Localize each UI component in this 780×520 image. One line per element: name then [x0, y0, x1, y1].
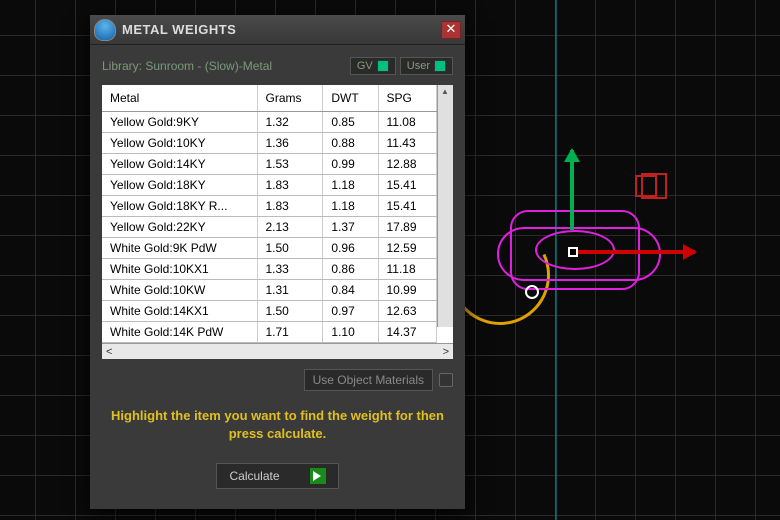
titlebar[interactable]: METAL WEIGHTS ✕ — [90, 15, 465, 45]
user-label: User — [407, 60, 430, 72]
library-row: Library: Sunroom - (Slow)-Metal GV User — [102, 57, 453, 75]
table-row[interactable]: Yellow Gold:14KY1.530.9912.88 — [102, 154, 437, 175]
horizontal-scrollbar[interactable]: < > — [102, 343, 453, 359]
cell-metal: Yellow Gold:18KY R... — [102, 196, 257, 217]
cell-spg: 11.08 — [378, 112, 437, 133]
cell-dwt: 0.88 — [323, 133, 378, 154]
window-title: METAL WEIGHTS — [122, 22, 435, 37]
cell-dwt: 0.96 — [323, 238, 378, 259]
cell-spg: 11.18 — [378, 259, 437, 280]
cell-spg: 11.43 — [378, 133, 437, 154]
cell-dwt: 1.18 — [323, 175, 378, 196]
cell-grams: 1.33 — [257, 259, 323, 280]
cell-dwt: 1.37 — [323, 217, 378, 238]
gv-label: GV — [357, 60, 373, 72]
cell-grams: 1.36 — [257, 133, 323, 154]
cell-grams: 1.50 — [257, 238, 323, 259]
cell-spg: 14.37 — [378, 322, 437, 343]
table-row[interactable]: White Gold:9K PdW1.500.9612.59 — [102, 238, 437, 259]
cell-dwt: 0.99 — [323, 154, 378, 175]
close-button[interactable]: ✕ — [441, 21, 461, 39]
cell-grams: 2.13 — [257, 217, 323, 238]
cell-metal: White Gold:10KW — [102, 280, 257, 301]
gizmo-z-axis[interactable] — [570, 150, 574, 230]
cell-metal: White Gold:14K PdW — [102, 322, 257, 343]
dialog-body: Library: Sunroom - (Slow)-Metal GV User … — [90, 45, 465, 509]
object-materials-row: Use Object Materials — [102, 369, 453, 391]
user-indicator-icon — [434, 60, 446, 72]
col-metal[interactable]: Metal — [102, 85, 257, 112]
cell-spg: 10.99 — [378, 280, 437, 301]
cell-grams: 1.53 — [257, 154, 323, 175]
bounds-handle[interactable] — [635, 175, 657, 197]
calculate-label: Calculate — [229, 469, 279, 483]
col-grams[interactable]: Grams — [257, 85, 323, 112]
scroll-left-icon[interactable]: < — [106, 346, 112, 358]
cell-grams: 1.32 — [257, 112, 323, 133]
table-row[interactable]: Yellow Gold:9KY1.320.8511.08 — [102, 112, 437, 133]
metals-table-container: Metal Grams DWT SPG Yellow Gold:9KY1.320… — [102, 85, 453, 359]
cell-grams: 1.50 — [257, 301, 323, 322]
gv-toggle[interactable]: GV — [350, 57, 396, 75]
viewport-geometry — [495, 180, 695, 330]
col-spg[interactable]: SPG — [378, 85, 437, 112]
user-toggle[interactable]: User — [400, 57, 453, 75]
cell-spg: 12.88 — [378, 154, 437, 175]
cell-grams: 1.31 — [257, 280, 323, 301]
gizmo-origin[interactable] — [568, 247, 578, 257]
cell-dwt: 0.97 — [323, 301, 378, 322]
cell-spg: 15.41 — [378, 196, 437, 217]
table-row[interactable]: White Gold:14KX11.500.9712.63 — [102, 301, 437, 322]
cell-grams: 1.83 — [257, 196, 323, 217]
gv-indicator-icon — [377, 60, 389, 72]
cell-dwt: 0.84 — [323, 280, 378, 301]
vertical-scrollbar[interactable] — [437, 85, 453, 327]
cell-metal: Yellow Gold:14KY — [102, 154, 257, 175]
table-row[interactable]: White Gold:14K PdW1.711.1014.37 — [102, 322, 437, 343]
cell-spg: 12.59 — [378, 238, 437, 259]
calculate-button[interactable]: Calculate — [216, 463, 338, 489]
table-row[interactable]: Yellow Gold:10KY1.360.8811.43 — [102, 133, 437, 154]
cell-metal: White Gold:14KX1 — [102, 301, 257, 322]
table-row[interactable]: Yellow Gold:22KY2.131.3717.89 — [102, 217, 437, 238]
metals-table: Metal Grams DWT SPG Yellow Gold:9KY1.320… — [102, 85, 437, 343]
cell-metal: White Gold:9K PdW — [102, 238, 257, 259]
cell-metal: Yellow Gold:18KY — [102, 175, 257, 196]
calculate-row: Calculate — [102, 463, 453, 489]
cell-grams: 1.83 — [257, 175, 323, 196]
cell-dwt: 0.85 — [323, 112, 378, 133]
cell-grams: 1.71 — [257, 322, 323, 343]
app-icon — [94, 19, 116, 41]
cell-metal: White Gold:10KX1 — [102, 259, 257, 280]
table-header-row: Metal Grams DWT SPG — [102, 85, 437, 112]
play-icon — [310, 468, 326, 484]
cell-metal: Yellow Gold:22KY — [102, 217, 257, 238]
cell-metal: Yellow Gold:9KY — [102, 112, 257, 133]
hint-text: Highlight the item you want to find the … — [110, 407, 445, 443]
cell-dwt: 1.10 — [323, 322, 378, 343]
cell-spg: 12.63 — [378, 301, 437, 322]
scroll-right-icon[interactable]: > — [443, 346, 449, 358]
col-dwt[interactable]: DWT — [323, 85, 378, 112]
object-materials-checkbox[interactable] — [439, 373, 453, 387]
cell-metal: Yellow Gold:10KY — [102, 133, 257, 154]
cell-spg: 15.41 — [378, 175, 437, 196]
table-row[interactable]: Yellow Gold:18KY R...1.831.1815.41 — [102, 196, 437, 217]
library-label: Library: Sunroom - (Slow)-Metal — [102, 59, 272, 73]
gizmo-x-axis[interactable] — [575, 250, 695, 254]
use-object-materials-button[interactable]: Use Object Materials — [304, 369, 433, 391]
table-row[interactable]: Yellow Gold:18KY1.831.1815.41 — [102, 175, 437, 196]
metal-weights-dialog: METAL WEIGHTS ✕ Library: Sunroom - (Slow… — [90, 15, 465, 509]
cell-dwt: 0.86 — [323, 259, 378, 280]
table-row[interactable]: White Gold:10KX11.330.8611.18 — [102, 259, 437, 280]
cell-spg: 17.89 — [378, 217, 437, 238]
vertex-handle[interactable] — [525, 285, 539, 299]
cell-dwt: 1.18 — [323, 196, 378, 217]
table-row[interactable]: White Gold:10KW1.310.8410.99 — [102, 280, 437, 301]
